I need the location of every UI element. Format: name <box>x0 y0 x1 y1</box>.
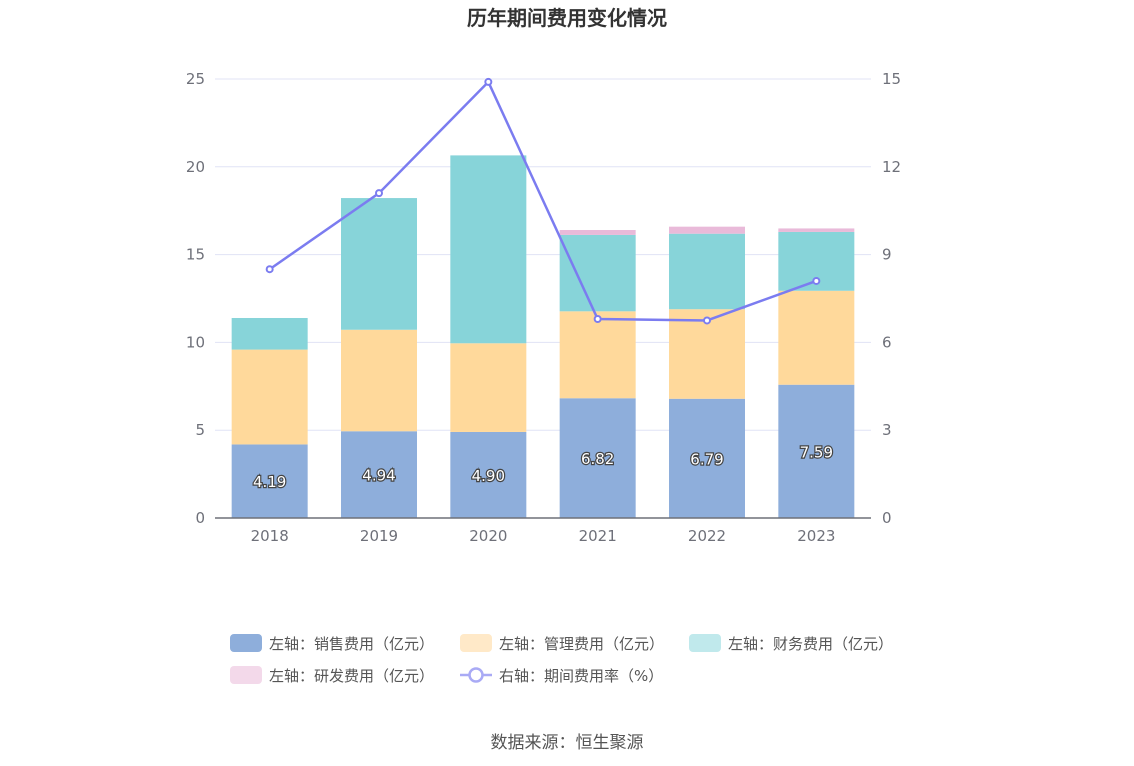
data-label: 6.79 <box>690 450 723 468</box>
left-tick-label: 10 <box>186 333 205 351</box>
bar-segment <box>559 311 636 399</box>
bar-segment <box>669 398 745 518</box>
right-tick-label: 3 <box>882 421 892 439</box>
right-axis-ticks: 0 3 6 9 12 15 <box>882 70 901 527</box>
x-axis-ticks: 2018 2019 2020 2021 2022 2023 <box>251 527 836 545</box>
bar-segment <box>559 234 636 312</box>
x-tick-label: 2023 <box>797 527 835 545</box>
bar-segment <box>341 329 417 432</box>
line-point <box>703 316 711 325</box>
bar-segment <box>341 198 417 330</box>
bar-segment <box>450 155 527 344</box>
bar-series <box>231 155 855 518</box>
x-tick-label: 2021 <box>579 527 617 545</box>
legend-item[interactable]: 左轴：管理费用（亿元） <box>460 634 664 653</box>
legend-item[interactable]: 右轴：期间费用率（%） <box>460 667 663 685</box>
data-labels: 4.19 4.94 4.90 6.82 6.79 7.59 <box>252 442 834 492</box>
bar-segment <box>669 226 745 234</box>
right-tick-label: 12 <box>882 158 901 176</box>
data-label: 4.19 <box>253 473 286 491</box>
data-label: 6.82 <box>581 450 614 468</box>
line-point <box>265 265 274 274</box>
right-tick-label: 0 <box>882 509 892 527</box>
line-series <box>265 77 821 325</box>
legend-marker-icon <box>468 667 484 683</box>
right-tick-label: 15 <box>882 70 901 88</box>
bar-segment <box>778 384 855 518</box>
left-tick-label: 5 <box>195 421 205 439</box>
bar-segment <box>231 444 308 518</box>
bar-segment <box>341 431 417 518</box>
bar-segment <box>450 431 527 518</box>
line-point <box>812 276 821 285</box>
bar-segment <box>231 317 308 350</box>
x-tick-label: 2022 <box>688 527 726 545</box>
legend-label: 右轴：期间费用率（%） <box>499 667 663 685</box>
data-label: 4.94 <box>362 467 395 485</box>
legend-item[interactable]: 左轴：销售费用（亿元） <box>230 634 434 653</box>
legend-label: 左轴：管理费用（亿元） <box>499 635 664 653</box>
line-path <box>268 79 817 322</box>
legend-item[interactable]: 左轴：研发费用（亿元） <box>230 666 434 685</box>
right-tick-label: 9 <box>882 246 892 264</box>
legend-swatch-icon <box>230 634 262 652</box>
left-tick-label: 15 <box>186 246 205 264</box>
left-axis-ticks: 0 5 10 15 20 25 <box>186 70 205 527</box>
left-tick-label: 0 <box>195 509 205 527</box>
bar-segment <box>778 290 855 385</box>
data-source: 数据来源：恒生聚源 <box>491 733 644 753</box>
data-label: 4.90 <box>472 467 505 485</box>
left-tick-label: 20 <box>186 158 205 176</box>
left-tick-label: 25 <box>186 70 205 88</box>
x-tick-label: 2018 <box>251 527 289 545</box>
bar-segment <box>450 343 527 432</box>
legend-swatch-icon <box>230 666 262 684</box>
gridlines <box>215 78 871 431</box>
legend-label: 左轴：研发费用（亿元） <box>269 667 434 685</box>
chart-title: 历年期间费用变化情况 <box>467 6 667 30</box>
bar-segment <box>778 228 855 232</box>
legend[interactable]: 左轴：销售费用（亿元） 左轴：管理费用（亿元） 左轴：财务费用（亿元） 左轴：研发费用… <box>230 634 893 685</box>
bar-segment <box>231 349 308 445</box>
bar-segment <box>559 230 636 235</box>
bar-segment <box>669 233 745 310</box>
legend-label: 左轴：财务费用（亿元） <box>728 635 893 653</box>
legend-label: 左轴：销售费用（亿元） <box>269 635 434 653</box>
x-tick-label: 2019 <box>360 527 398 545</box>
line-point <box>593 314 602 323</box>
line-point <box>484 77 493 86</box>
line-point <box>375 189 383 198</box>
x-tick-label: 2020 <box>469 527 507 545</box>
legend-swatch-icon <box>460 634 492 652</box>
right-tick-label: 6 <box>882 333 892 351</box>
legend-swatch-icon <box>689 634 721 652</box>
data-label: 7.59 <box>800 443 833 461</box>
legend-item[interactable]: 左轴：财务费用（亿元） <box>689 634 893 653</box>
bar-segment <box>559 398 636 518</box>
